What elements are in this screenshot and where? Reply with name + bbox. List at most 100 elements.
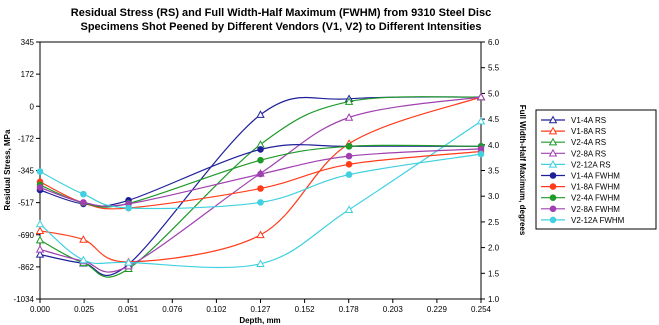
y-right-tick-label: 4.5 bbox=[488, 115, 500, 124]
y-left-tick-label: -690 bbox=[18, 231, 35, 240]
data-point-v2-8a-fwhm bbox=[345, 152, 353, 160]
data-point-v2-12a-fwhm bbox=[477, 150, 485, 158]
x-tick-label: 0.102 bbox=[206, 305, 227, 314]
y-right-axis-label: Full Width-Half Maximum, degrees bbox=[518, 105, 527, 236]
data-point-v1-4a-rs bbox=[256, 110, 265, 118]
data-point-v2-8a-fwhm bbox=[36, 184, 44, 191]
data-point-v2-12a-fwhm bbox=[125, 204, 132, 212]
data-point-v2-4a-fwhm bbox=[345, 143, 353, 150]
chart-title-line1: Residual Stress (RS) and Full Width-Half… bbox=[71, 7, 491, 19]
data-point-v2-12a-rs bbox=[256, 259, 265, 267]
legend-marker bbox=[548, 115, 558, 124]
data-point-v1-4a-rs bbox=[35, 250, 45, 258]
y-left-tick-label: 345 bbox=[21, 38, 35, 47]
data-point-v2-8a-rs bbox=[35, 244, 45, 253]
x-tick-label: 0.076 bbox=[162, 305, 183, 314]
data-point-v2-8a-fwhm bbox=[80, 199, 87, 206]
legend-label: V1-8A RS bbox=[571, 127, 606, 136]
legend-label: V2-4A RS bbox=[571, 138, 606, 147]
legend-item-v2-4a-rs: V2-4A RS bbox=[541, 137, 606, 147]
data-point-v1-8a-fwhm bbox=[257, 185, 264, 192]
data-point-v1-8a-rs bbox=[256, 230, 265, 239]
legend-marker bbox=[548, 159, 558, 168]
y-left-tick-label: -345 bbox=[18, 167, 35, 176]
x-tick-label: 0.000 bbox=[30, 305, 51, 314]
legend-item-v2-12a-fwhm: V2-12A FWHM bbox=[541, 216, 625, 225]
data-point-v2-12a-fwhm bbox=[80, 190, 87, 198]
y-left-tick-label: -517 bbox=[18, 199, 35, 208]
legend-label: V2-12A FWHM bbox=[571, 216, 625, 225]
data-point-v2-8a-rs bbox=[124, 261, 133, 270]
series-v2-12a-fwhm bbox=[36, 150, 485, 212]
data-point-v1-4a-fwhm bbox=[257, 146, 264, 153]
y-right-tick-label: 1.5 bbox=[488, 269, 500, 278]
data-point-v1-8a-rs bbox=[35, 226, 45, 235]
legend-label: V2-12A RS bbox=[571, 160, 611, 169]
series-line-v2-8a-rs bbox=[39, 96, 482, 273]
x-tick-label: 0.051 bbox=[118, 305, 139, 314]
data-point-v2-12a-rs bbox=[79, 255, 88, 264]
legend-marker bbox=[549, 172, 557, 179]
data-point-v2-12a-rs bbox=[476, 116, 486, 125]
legend-label: V2-4A FWHM bbox=[571, 194, 620, 203]
legend-item-v2-8a-rs: V2-8A RS bbox=[541, 148, 606, 158]
y-right-tick-label: 3.5 bbox=[488, 167, 500, 176]
x-tick-label: 0.203 bbox=[383, 305, 404, 314]
x-tick-label: 0.127 bbox=[250, 305, 271, 314]
data-point-v2-8a-rs bbox=[476, 92, 486, 101]
legend-item-v1-4a-fwhm: V1-4A FWHM bbox=[541, 172, 620, 181]
x-tick-label: 0.178 bbox=[339, 305, 360, 314]
ticks-layer: 0.000 0.025 0.051 0.076 0.102 0.127 0.152 0.178… bbox=[14, 38, 500, 314]
data-point-v2-12a-rs bbox=[344, 205, 354, 213]
data-point-v2-12a-fwhm bbox=[345, 171, 353, 178]
y-left-tick-label: -172 bbox=[18, 134, 35, 143]
legend-item-v2-8a-fwhm: V2-8A FWHM bbox=[541, 205, 620, 214]
y-left-tick-label: -862 bbox=[18, 263, 35, 272]
data-point-v1-8a-rs bbox=[79, 235, 88, 243]
y-left-tick-label: 0 bbox=[30, 102, 35, 111]
series-v2-8a-rs bbox=[35, 92, 486, 273]
data-point-v2-12a-fwhm bbox=[36, 168, 44, 175]
y-right-tick-label: 3.0 bbox=[488, 192, 500, 201]
data-point-v2-8a-fwhm bbox=[257, 170, 264, 178]
legend-marker bbox=[549, 194, 557, 201]
data-point-v2-8a-rs bbox=[344, 113, 354, 121]
data-point-v1-8a-fwhm bbox=[345, 161, 353, 168]
y-left-tick-label: -1034 bbox=[14, 295, 35, 304]
legend-label: V1-4A FWHM bbox=[571, 172, 620, 181]
legend-item-v2-4a-fwhm: V2-4A FWHM bbox=[541, 194, 620, 203]
legend-marker bbox=[548, 137, 558, 146]
x-tick-label: 0.254 bbox=[471, 305, 492, 314]
legend-label: V2-8A FWHM bbox=[571, 205, 620, 214]
x-tick-label: 0.229 bbox=[427, 305, 448, 314]
data-point-v2-12a-rs bbox=[35, 219, 45, 228]
series-layer bbox=[35, 92, 486, 278]
y-right-tick-label: 4.0 bbox=[488, 141, 500, 150]
x-tick-label: 0.025 bbox=[74, 305, 95, 314]
legend-marker bbox=[548, 148, 558, 157]
legend-item-v1-4a-rs: V1-4A RS bbox=[541, 115, 606, 125]
y-right-tick-label: 1.0 bbox=[488, 295, 500, 304]
x-tick-label: 0.152 bbox=[295, 305, 316, 314]
chart-title-line2: Specimens Shot Peened by Different Vendo… bbox=[81, 21, 482, 33]
legend-item-v1-8a-rs: V1-8A RS bbox=[541, 126, 606, 136]
y-right-tick-label: 6.0 bbox=[488, 38, 500, 47]
legend-label: V1-8A FWHM bbox=[571, 183, 620, 192]
data-point-v2-4a-rs bbox=[35, 235, 45, 244]
series-v2-12a-rs bbox=[35, 116, 486, 269]
y-right-tick-label: 5.5 bbox=[488, 64, 500, 73]
y-left-axis-label: Residual Stress, MPa bbox=[3, 129, 12, 210]
legend-marker bbox=[548, 126, 558, 135]
legend-marker bbox=[549, 205, 557, 213]
legend-label: V1-4A RS bbox=[571, 116, 606, 125]
y-left-tick-label: 172 bbox=[21, 70, 35, 79]
legend-item-v2-12a-rs: V2-12A RS bbox=[541, 159, 611, 169]
legend-layer: V1-4A RS V1-8A RS V2-4A RS V2-8A RS V2-12A R… bbox=[541, 115, 625, 225]
legend-item-v1-8a-fwhm: V1-8A FWHM bbox=[541, 183, 620, 192]
legend-marker bbox=[549, 216, 557, 224]
legend-marker bbox=[549, 183, 557, 190]
data-point-v2-4a-fwhm bbox=[257, 156, 264, 164]
series-v1-8a-rs bbox=[35, 92, 486, 266]
y-right-tick-label: 2.0 bbox=[488, 244, 500, 253]
